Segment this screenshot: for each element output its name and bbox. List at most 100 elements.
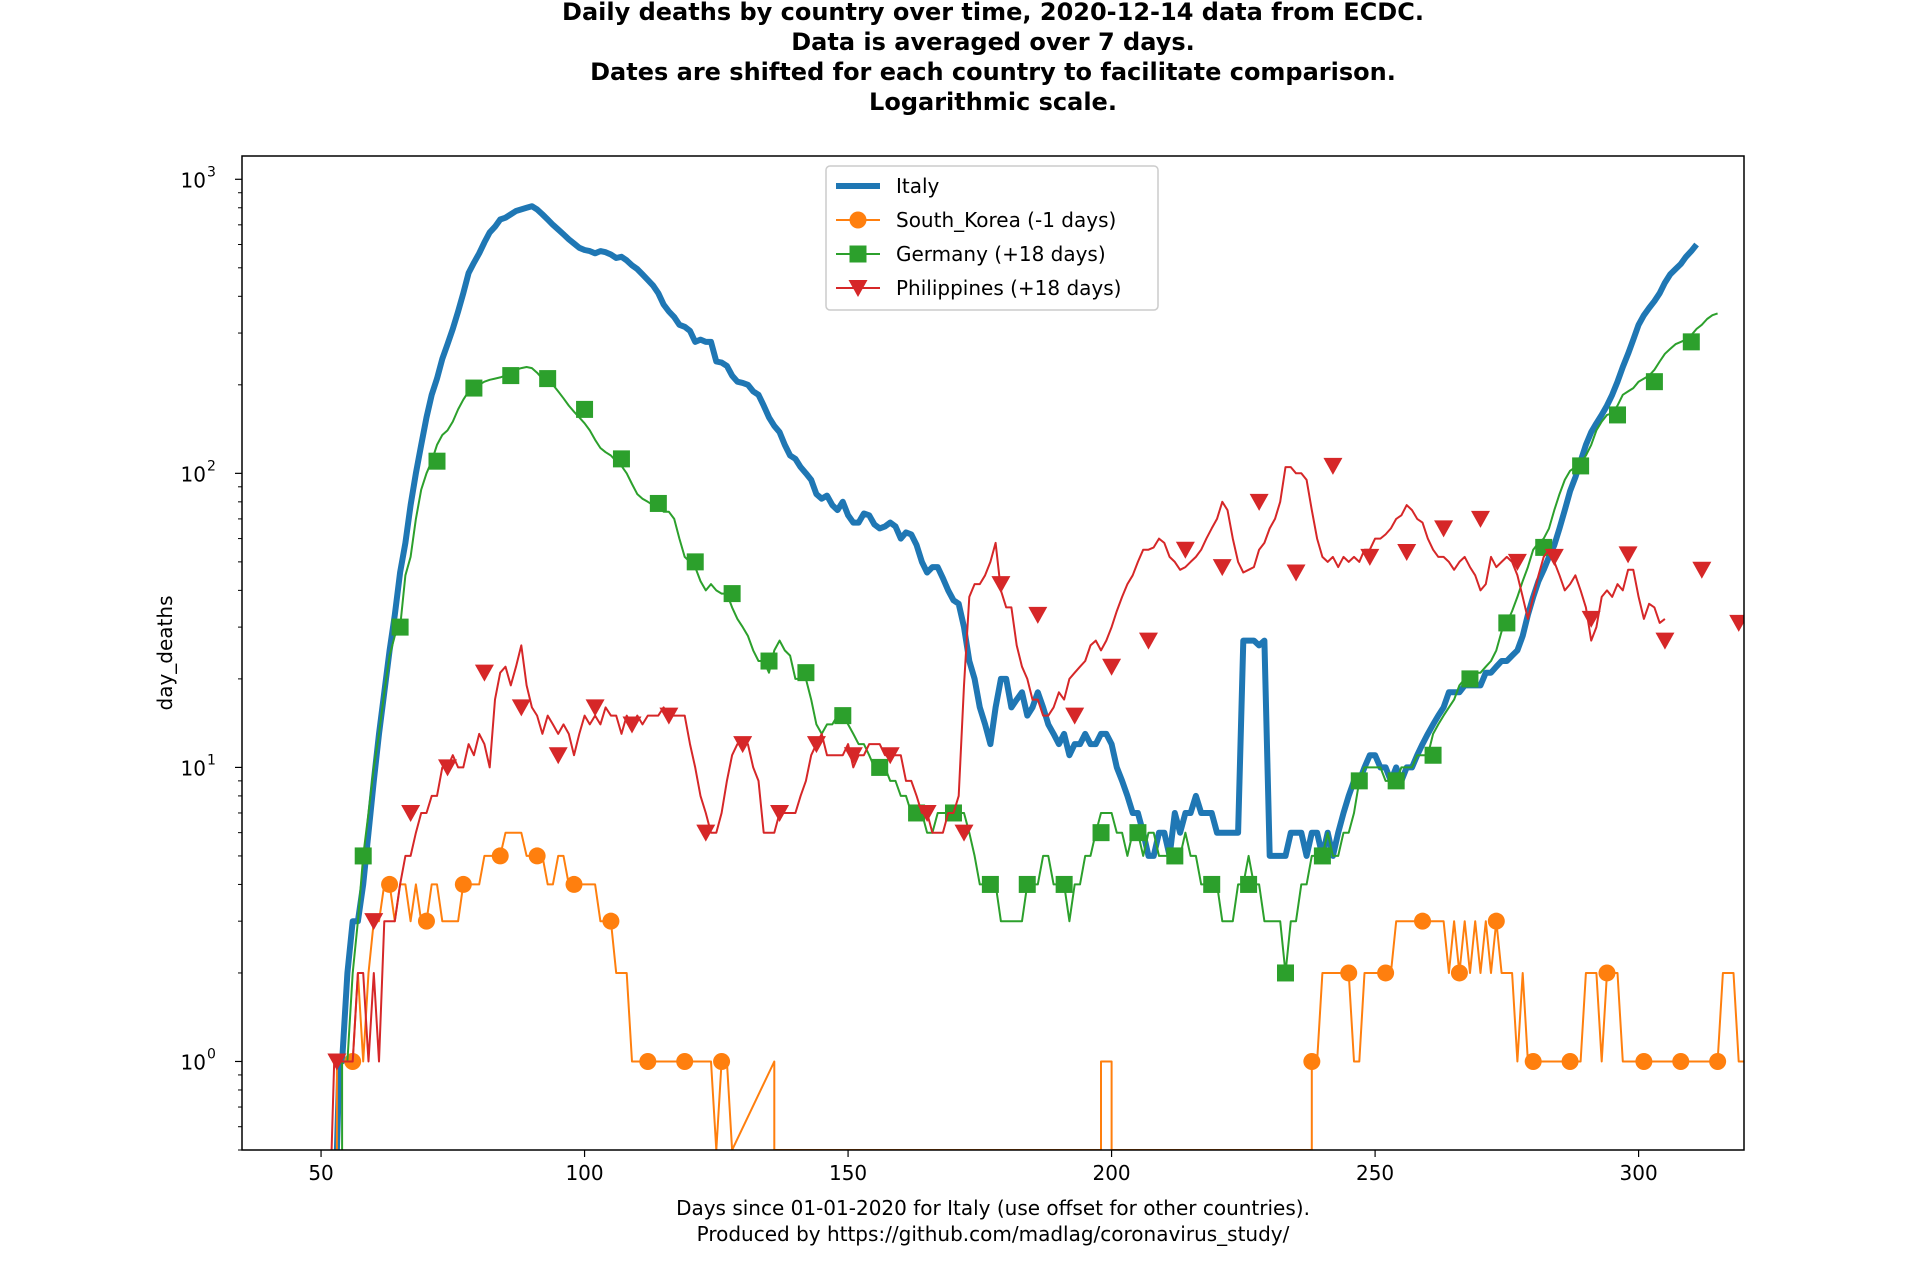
- data-point-germany-18-days: [1018, 875, 1036, 893]
- x-tick-label: 50: [308, 1161, 333, 1185]
- data-point-philippines-18-days: [659, 707, 679, 725]
- data-point-south-korea-1-days: [1340, 964, 1358, 982]
- data-point-germany-18-days: [1461, 670, 1479, 688]
- data-point-germany-18-days: [391, 618, 409, 636]
- data-point-philippines-18-days: [585, 699, 605, 717]
- data-point-south-korea-1-days: [639, 1052, 657, 1070]
- title-line-2: Data is averaged over 7 days.: [791, 28, 1195, 56]
- data-point-south-korea-1-days: [1524, 1052, 1542, 1070]
- data-point-germany-18-days: [1387, 772, 1405, 790]
- data-point-germany-18-days: [1313, 847, 1331, 865]
- data-point-philippines-18-days: [1286, 564, 1306, 582]
- data-point-south-korea-1-days: [565, 875, 583, 893]
- data-point-germany-18-days: [612, 450, 630, 468]
- legend-label: Germany (+18 days): [896, 242, 1106, 266]
- data-point-philippines-18-days: [1138, 632, 1158, 650]
- data-point-germany-18-days: [760, 652, 778, 670]
- y-tick-exponent: 2: [207, 458, 216, 474]
- data-point-south-korea-1-days: [676, 1052, 694, 1070]
- data-point-south-korea-1-days: [1598, 964, 1616, 982]
- data-point-philippines-18-days: [696, 824, 716, 842]
- data-point-south-korea-1-days: [1303, 1052, 1321, 1070]
- data-point-germany-18-days: [1203, 875, 1221, 893]
- data-point-philippines-18-days: [364, 913, 384, 931]
- data-point-philippines-18-days: [1618, 546, 1638, 564]
- data-point-philippines-18-days: [511, 699, 531, 717]
- data-point-philippines-18-days: [1544, 548, 1564, 566]
- series-line-south-korea-1-days: [335, 831, 1744, 1150]
- data-point-south-korea-1-days: [713, 1052, 731, 1070]
- data-point-south-korea-1-days: [602, 912, 620, 930]
- data-point-germany-18-days: [428, 452, 446, 470]
- data-point-philippines-18-days: [770, 804, 790, 822]
- data-point-south-korea-1-days: [417, 912, 435, 930]
- chart-title: Daily deaths by country over time, 2020-…: [562, 0, 1424, 116]
- legend: Italy South_Korea (-1 days) Germany (+18 d…: [825, 165, 1159, 311]
- series-line-philippines-18-days: [330, 466, 1666, 1150]
- data-point-philippines-18-days: [1470, 510, 1490, 528]
- footer-credit: Produced by https://github.com/madlag/co…: [697, 1222, 1290, 1246]
- data-point-philippines-18-days: [1175, 541, 1195, 559]
- legend-box: [825, 165, 1159, 311]
- data-point-germany-18-days: [723, 585, 741, 603]
- data-point-philippines-18-days: [1581, 610, 1601, 628]
- data-point-germany-18-days: [1276, 964, 1294, 982]
- data-point-philippines-18-days: [1212, 559, 1232, 577]
- series-philippines-18-days: [327, 457, 1744, 1150]
- data-point-philippines-18-days: [880, 747, 900, 765]
- x-axis: 50 100 150 200 250 300: [308, 1150, 1658, 1185]
- data-point-philippines-18-days: [806, 736, 826, 754]
- data-point-philippines-18-days: [1065, 707, 1085, 725]
- y-tick-label: 10: [181, 168, 206, 192]
- data-point-philippines-18-days: [1323, 457, 1343, 475]
- data-point-germany-18-days: [981, 875, 999, 893]
- data-point-south-korea-1-days: [491, 847, 509, 865]
- data-point-philippines-18-days: [401, 804, 421, 822]
- data-point-philippines-18-days: [1102, 658, 1122, 676]
- data-point-south-korea-1-days: [1487, 912, 1505, 930]
- x-axis-label: Days since 01-01-2020 for Italy (use off…: [676, 1196, 1310, 1220]
- legend-label: Philippines (+18 days): [896, 276, 1122, 300]
- legend-item-south-korea-1-days: South_Korea (-1 days): [836, 208, 1116, 232]
- data-point-philippines-18-days: [1249, 493, 1269, 511]
- x-tick-label: 100: [565, 1161, 603, 1185]
- series-layer: [327, 203, 1744, 1150]
- legend-item-germany-18-days: Germany (+18 days): [836, 242, 1106, 266]
- data-point-germany-18-days: [539, 370, 557, 388]
- data-point-philippines-18-days: [733, 736, 753, 754]
- data-point-germany-18-days: [1350, 772, 1368, 790]
- plot-background: [242, 156, 1744, 1150]
- data-point-philippines-18-days: [1028, 606, 1048, 624]
- data-point-south-korea-1-days: [1635, 1052, 1653, 1070]
- y-tick-exponent: 0: [207, 1046, 216, 1062]
- data-point-germany-18-days: [1424, 746, 1442, 764]
- data-point-philippines-18-days: [954, 824, 974, 842]
- x-tick-label: 300: [1620, 1161, 1658, 1185]
- title-line-3: Dates are shifted for each country to fa…: [590, 58, 1396, 86]
- data-point-philippines-18-days: [548, 747, 568, 765]
- data-point-germany-18-days: [1498, 614, 1516, 632]
- y-tick-exponent: 3: [207, 164, 216, 180]
- data-point-germany-18-days: [576, 400, 594, 418]
- data-point-south-korea-1-days: [1450, 964, 1468, 982]
- x-tick-label: 250: [1356, 1161, 1394, 1185]
- plot-frame: [241, 155, 1745, 1151]
- data-point-south-korea-1-days: [1414, 912, 1432, 930]
- data-point-germany-18-days: [1092, 824, 1110, 842]
- data-point-philippines-18-days: [438, 759, 458, 777]
- data-point-germany-18-days: [649, 494, 667, 512]
- title-line-4: Logarithmic scale.: [869, 88, 1117, 116]
- data-point-south-korea-1-days: [1672, 1052, 1690, 1070]
- data-point-philippines-18-days: [917, 804, 937, 822]
- y-tick-label: 10: [181, 462, 206, 486]
- data-point-south-korea-1-days: [1561, 1052, 1579, 1070]
- data-point-germany-18-days: [1609, 406, 1627, 424]
- data-point-germany-18-days: [797, 664, 815, 682]
- data-point-germany-18-days: [1055, 875, 1073, 893]
- y-axis-label: day_deaths: [153, 596, 177, 711]
- data-point-philippines-18-days: [1434, 520, 1454, 538]
- data-point-germany-18-days: [465, 379, 483, 397]
- data-point-germany-18-days: [1645, 373, 1663, 391]
